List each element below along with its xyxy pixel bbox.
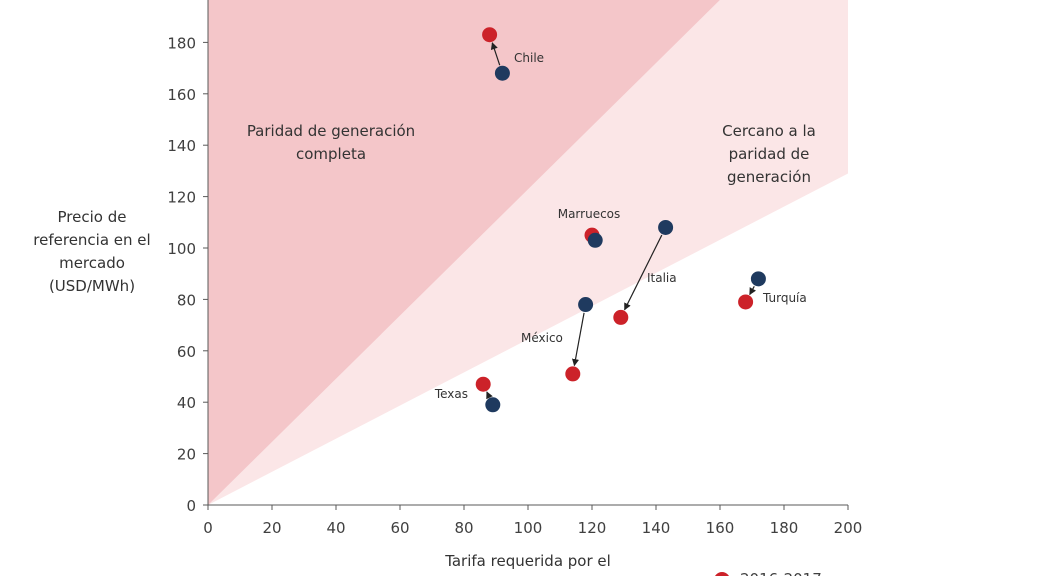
red-point — [613, 309, 629, 325]
y-axis-label: Precio de — [58, 208, 127, 226]
navy-point — [587, 232, 603, 248]
red-point — [475, 376, 491, 392]
near-parity-label: paridad de — [729, 145, 810, 163]
country-label: México — [521, 331, 563, 345]
near-parity-label: Cercano a la — [722, 122, 816, 140]
full-parity-label: completa — [296, 145, 366, 163]
x-tick-label: 0 — [203, 519, 213, 537]
full-parity-label: Paridad de generación — [247, 122, 415, 140]
red-point — [565, 366, 581, 382]
x-tick-label: 180 — [770, 519, 799, 537]
y-tick-label: 40 — [177, 394, 196, 412]
near-parity-label: generación — [727, 168, 811, 186]
y-tick-label: 80 — [177, 291, 196, 309]
x-tick-label: 160 — [706, 519, 735, 537]
y-axis-label: referencia en el — [33, 231, 150, 249]
change-arrow — [571, 312, 585, 367]
country-label: Texas — [434, 387, 468, 401]
full-parity-region — [208, 0, 720, 505]
x-axis-label: Tarifa requerida por el — [444, 552, 611, 570]
change-arrow — [749, 285, 757, 296]
navy-point — [750, 271, 766, 287]
change-arrow — [624, 234, 663, 311]
legend: 2016-2017 — [715, 570, 822, 576]
parity-regions — [208, 0, 848, 505]
y-tick-label: 0 — [186, 497, 196, 515]
y-tick-label: 120 — [167, 189, 196, 207]
red-point — [482, 27, 498, 43]
y-tick-label: 100 — [167, 240, 196, 258]
y-axis-label: (USD/MWh) — [49, 277, 135, 295]
x-tick-label: 40 — [326, 519, 345, 537]
annotations: Precio de referencia en el mercado (USD/MWh… — [33, 51, 816, 570]
legend-label: 2016-2017 — [740, 570, 822, 576]
country-label: Chile — [514, 51, 544, 65]
x-tick-label: 140 — [642, 519, 671, 537]
x-tick-label: 200 — [834, 519, 863, 537]
navy-point — [658, 219, 674, 235]
x-tick-label: 80 — [454, 519, 473, 537]
navy-point — [494, 65, 510, 81]
y-tick-label: 140 — [167, 137, 196, 155]
axes — [203, 0, 849, 510]
x-tick-label: 100 — [514, 519, 543, 537]
y-tick-label: 160 — [167, 86, 196, 104]
country-label: Marruecos — [558, 207, 621, 221]
arrows — [486, 42, 757, 400]
y-tick-label: 60 — [177, 343, 196, 361]
country-label: Italia — [647, 271, 677, 285]
country-label: Turquía — [762, 291, 807, 305]
change-arrow — [486, 391, 493, 400]
y-axis-label: mercado — [59, 254, 125, 272]
y-tick-label: 20 — [177, 446, 196, 464]
x-tick-label: 60 — [390, 519, 409, 537]
change-arrow — [490, 42, 501, 66]
legend-red-marker — [715, 572, 729, 576]
navy-point — [485, 397, 501, 413]
red-point — [738, 294, 754, 310]
x-tick-label: 20 — [262, 519, 281, 537]
y-tick-label: 180 — [167, 34, 196, 52]
tick-labels: 0 20 40 60 80 100 120 140 160 180 200 0 20 40 60 80 100 1… — [167, 34, 862, 537]
data-points — [475, 27, 766, 413]
x-tick-label: 120 — [578, 519, 607, 537]
navy-point — [578, 297, 594, 313]
